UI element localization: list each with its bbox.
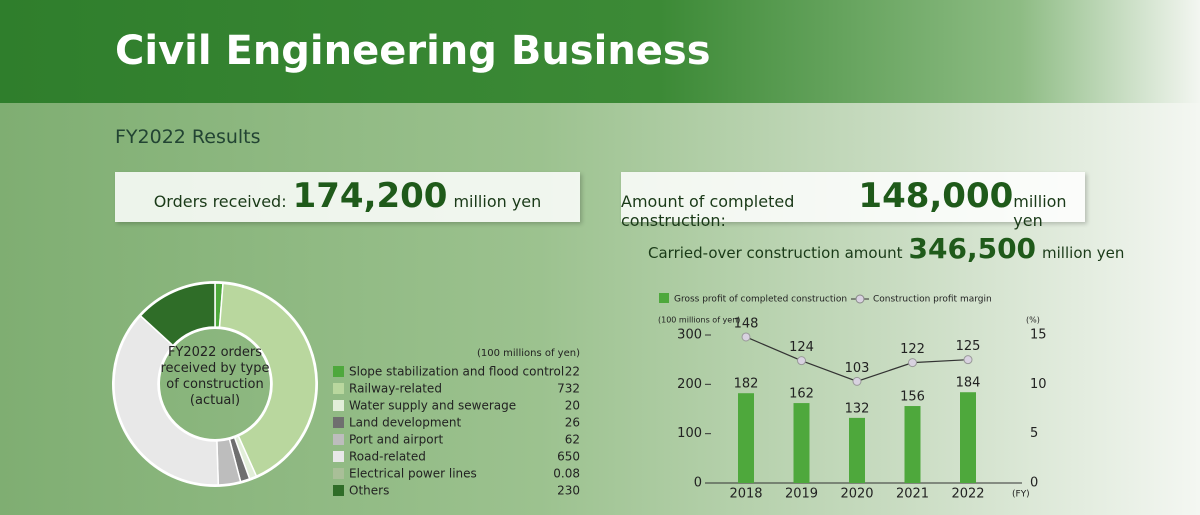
y-tick-label: 100 [677, 426, 702, 441]
title: Civil Engineering Business [115, 28, 711, 74]
line-marker [908, 358, 917, 368]
legend-label: Land development [349, 416, 462, 430]
label: Carried-over construction amount [648, 244, 903, 262]
legend-value: 22 [565, 365, 580, 379]
legend-label: Road-related [349, 450, 426, 464]
y-axis-label: (100 millions of yen) [658, 316, 740, 325]
x-tick-label: 2018 [729, 487, 762, 502]
legend-label: Slope stabilization and flood control [349, 365, 564, 379]
legend-swatch [333, 366, 344, 377]
y-tick-label: 0 [694, 476, 702, 491]
line-label: 124 [789, 340, 814, 355]
carried-over: Carried-over construction amount 346,500… [648, 232, 1124, 265]
line-label: 125 [956, 339, 981, 354]
header-band [0, 0, 1200, 103]
line-marker [963, 355, 973, 365]
legend-swatch [333, 400, 344, 411]
orders-box: Orders received: 174,200 million yen [115, 172, 580, 222]
legend-swatch [333, 451, 344, 462]
legend-swatch [333, 485, 344, 496]
bar-label: 156 [900, 390, 925, 405]
bar-label: 162 [789, 387, 814, 402]
legend-label: Port and airport [349, 433, 444, 447]
legend-label: Water supply and sewerage [349, 399, 516, 413]
bar [904, 406, 921, 483]
unit-label: (100 millions of yen) [477, 348, 580, 359]
legend-value: 650 [557, 450, 580, 464]
bar-label: 182 [734, 377, 759, 392]
center-label: FY2022 orders received by type of constr… [160, 345, 270, 408]
legend-value: 0.08 [553, 467, 580, 481]
line-label: 148 [734, 316, 759, 331]
amount: 148,000 [858, 176, 1014, 216]
legend-label: Construction profit margin [873, 295, 992, 305]
bar-label: 132 [845, 401, 870, 416]
bar [960, 392, 976, 483]
unit: million yen [1013, 192, 1067, 230]
legend-swatch [333, 383, 344, 394]
legend-label: Railway-related [349, 382, 442, 396]
y2-tick-label: 15 [1030, 328, 1047, 343]
legend-value: 26 [565, 416, 580, 430]
donut-slice [218, 282, 317, 478]
bar-label: 184 [956, 376, 981, 391]
y2-tick-label: 5 [1030, 426, 1038, 441]
line-label: 122 [900, 342, 925, 357]
amount: 346,500 [908, 232, 1037, 265]
unit: million yen [453, 192, 542, 211]
line-label: 103 [845, 361, 870, 376]
legend-swatch [333, 434, 344, 445]
x-tick-label: 2021 [896, 487, 929, 502]
donut-slice [139, 282, 216, 347]
legend-swatch [659, 293, 669, 303]
y2-tick-label: 10 [1030, 377, 1047, 392]
legend-swatch [333, 417, 344, 428]
legend-value: 732 [557, 382, 580, 396]
legend-value: 62 [565, 433, 580, 447]
legend-value: 20 [565, 399, 580, 413]
bar [849, 417, 865, 483]
y2-axis-label: (%) [1026, 316, 1040, 325]
donut-center: FY2022 orders received by type of constr… [160, 345, 270, 408]
x-tick-label: 2019 [785, 487, 818, 502]
x-tick-label: 2020 [840, 487, 873, 502]
label: Amount of completed construction: [621, 192, 795, 230]
legend-value: 230 [557, 484, 580, 498]
completed-box: Amount of completed construction: 148,00… [621, 172, 1085, 230]
x-tick-label: 2022 [951, 487, 984, 502]
legend-swatch [333, 468, 344, 479]
y2-tick-label: 0 [1030, 476, 1038, 491]
unit: million yen [1042, 244, 1125, 262]
y-tick-label: 300 [677, 328, 702, 343]
donut-slice [113, 314, 220, 486]
amount: 174,200 [292, 176, 448, 216]
subtitle: FY2022 Results [115, 126, 261, 148]
line-marker [741, 332, 751, 342]
bar [793, 403, 810, 483]
legend-marker [855, 294, 865, 304]
x-axis-label: (FY) [1012, 490, 1030, 500]
bar [738, 393, 754, 483]
legend-label: Gross profit of completed construction [674, 295, 847, 305]
label: Orders received: [153, 192, 287, 211]
y-tick-label: 200 [677, 377, 702, 392]
line-marker [852, 376, 862, 386]
legend-label: Electrical power lines [349, 467, 477, 481]
legend-label: Others [349, 484, 389, 498]
line-marker [797, 356, 806, 366]
